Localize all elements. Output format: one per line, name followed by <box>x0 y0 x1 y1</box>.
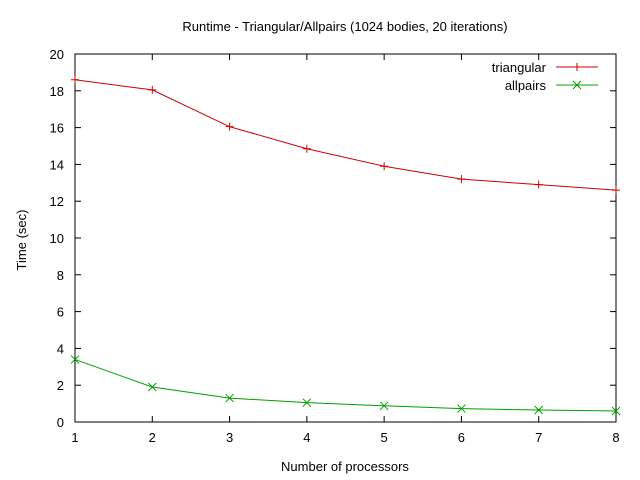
y-tick-label: 14 <box>50 157 64 172</box>
series-allpairs <box>70 355 621 416</box>
series-line-allpairs <box>74 358 617 412</box>
y-tick-label: 4 <box>57 341 64 356</box>
data-point-triangular <box>225 122 234 131</box>
x-tick-label: 5 <box>381 430 388 445</box>
data-point-triangular <box>534 180 543 189</box>
y-tick-label: 20 <box>50 47 64 62</box>
x-tick-label: 3 <box>226 430 233 445</box>
legend-marker-triangular <box>573 63 581 71</box>
series-layer <box>70 75 621 416</box>
x-axis: 1 2 3 4 5 6 7 8 <box>71 54 620 445</box>
series-triangular <box>71 75 620 195</box>
x-tick-label: 1 <box>71 430 78 445</box>
y-tick-label: 12 <box>50 194 64 209</box>
data-point-allpairs <box>147 382 157 392</box>
chart-title: Runtime - Triangular/Allpairs (1024 bodi… <box>182 19 507 34</box>
legend-label-allpairs: allpairs <box>505 78 547 93</box>
y-tick-label: 6 <box>57 305 64 320</box>
data-point-allpairs <box>534 405 544 415</box>
y-axis: 0 2 4 6 8 10 12 14 16 18 20 <box>50 47 616 430</box>
x-tick-label: 7 <box>535 430 542 445</box>
y-tick-label: 2 <box>57 378 64 393</box>
legend-label-triangular: triangular <box>492 60 547 75</box>
data-point-triangular <box>148 85 157 94</box>
data-point-allpairs <box>70 355 80 364</box>
x-axis-title: Number of processors <box>281 459 409 474</box>
data-point-triangular <box>302 144 311 153</box>
data-point-triangular <box>612 186 620 195</box>
data-point-allpairs <box>379 401 389 411</box>
y-tick-label: 8 <box>57 268 64 283</box>
series-line-triangular <box>74 79 617 191</box>
y-axis-title: Time (sec) <box>14 210 29 271</box>
data-point-triangular <box>71 75 79 84</box>
data-point-allpairs <box>302 398 312 408</box>
data-point-allpairs <box>457 404 466 413</box>
y-tick-label: 16 <box>50 121 64 136</box>
y-tick-label: 10 <box>50 231 64 246</box>
data-point-allpairs <box>225 393 234 403</box>
x-tick-label: 2 <box>149 430 156 445</box>
y-tick-label: 0 <box>57 415 64 430</box>
legend: triangular allpairs <box>492 60 598 93</box>
legend-marker-allpairs <box>572 80 582 90</box>
data-point-triangular <box>380 162 389 171</box>
x-tick-label: 4 <box>303 430 310 445</box>
x-tick-label: 6 <box>458 430 465 445</box>
x-tick-label: 8 <box>612 430 619 445</box>
data-point-triangular <box>457 175 466 184</box>
y-tick-label: 18 <box>50 84 64 99</box>
data-point-allpairs <box>611 406 621 416</box>
